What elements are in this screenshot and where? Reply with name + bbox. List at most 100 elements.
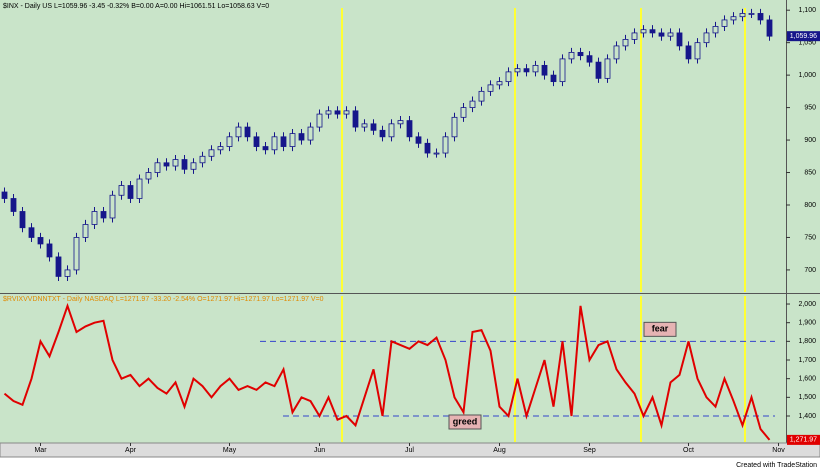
y-tick-label: 800 <box>804 202 816 209</box>
candle-body <box>163 162 170 167</box>
candle-body <box>523 68 530 73</box>
candle-body <box>136 178 143 199</box>
candle-body <box>325 110 332 115</box>
candle-body <box>199 155 206 164</box>
y-tick-label: 1,700 <box>798 357 816 364</box>
candle-body <box>496 81 503 86</box>
x-tick-label: Jul <box>405 447 414 454</box>
footer: Created with TradeStation <box>736 462 817 469</box>
reference-label-box <box>448 414 482 430</box>
candle-body <box>469 100 476 108</box>
candle-body <box>487 84 494 92</box>
background <box>0 0 820 443</box>
candle-body <box>766 19 773 37</box>
last-value-box <box>787 434 820 445</box>
candle-body <box>46 243 53 258</box>
y-tick-label: 1,500 <box>798 394 816 401</box>
last-value-label: 1,271.97 <box>790 437 817 444</box>
y-tick-label: 750 <box>804 234 816 241</box>
candle-body <box>253 136 260 147</box>
candle-body <box>100 211 107 219</box>
candle-body <box>424 142 431 154</box>
x-tick-label: Apr <box>125 447 137 454</box>
candle-body <box>568 52 575 60</box>
candle-body <box>154 162 161 173</box>
x-tick-label: Nov <box>772 447 785 454</box>
x-tick-label: Sep <box>583 447 596 454</box>
reference-label: greed <box>453 416 478 426</box>
candle-body <box>622 39 629 47</box>
candle-body <box>289 133 296 147</box>
candle-body <box>478 90 485 102</box>
y-tick-label: 850 <box>804 169 816 176</box>
candle-body <box>145 172 152 180</box>
markers <box>341 8 746 442</box>
last-value-label: 1,059.96 <box>790 33 817 40</box>
indicator-info: $RVIXVVDNNTXT - Daily NASDAQ L=1271.97 -… <box>3 296 324 303</box>
candle-body <box>235 126 242 138</box>
candle-body <box>244 126 251 138</box>
candle-body <box>406 120 413 138</box>
candle-body <box>298 133 305 141</box>
candle-body <box>280 136 287 147</box>
candle-body <box>676 32 683 47</box>
candle-body <box>343 110 350 115</box>
candle-body <box>1 191 8 199</box>
candle-body <box>433 152 440 155</box>
candle-body <box>685 45 692 60</box>
last-value-box <box>787 31 820 42</box>
candle-body <box>379 129 386 138</box>
candle-body <box>541 64 548 76</box>
x-tick-label: Aug <box>493 447 506 454</box>
candle-body <box>460 107 467 118</box>
candle-body <box>127 185 134 199</box>
candle-body <box>730 16 737 21</box>
candle-body <box>667 32 674 37</box>
candle-body <box>613 45 620 60</box>
candle-body <box>316 113 323 128</box>
y-tick-label: 1,000 <box>798 72 816 79</box>
candle-body <box>388 123 395 138</box>
candle-body <box>28 227 35 238</box>
candle-body <box>109 194 116 219</box>
y-tick-label: 900 <box>804 137 816 144</box>
candle-body <box>91 211 98 225</box>
price-info: $INX - Daily US L=1059.96 -3.45 -0.32% B… <box>3 3 269 10</box>
candle-body <box>271 136 278 151</box>
candle-body <box>712 26 719 34</box>
candle-body <box>397 120 404 125</box>
candle-body <box>640 29 647 34</box>
candle-body <box>739 13 746 18</box>
y-tick-label: 1,100 <box>798 7 816 14</box>
candle-body <box>334 110 341 115</box>
candle-body <box>55 256 62 277</box>
candle-body <box>262 146 269 151</box>
reference-label-box <box>643 321 677 337</box>
candle-body <box>748 13 755 15</box>
x-tick-label: Oct <box>683 447 694 454</box>
x-tick-label: Jun <box>314 447 325 454</box>
candle-body <box>181 159 188 170</box>
candle-body <box>514 68 521 73</box>
candle-body <box>37 237 44 245</box>
x-tick-label: May <box>223 447 237 454</box>
candle-body <box>190 162 197 170</box>
candle-body <box>442 136 449 154</box>
candle-body <box>658 32 665 37</box>
candle-body <box>631 32 638 40</box>
candle-body <box>226 136 233 147</box>
candle-body <box>451 116 458 138</box>
candle-body <box>73 237 80 271</box>
candle-body <box>577 52 584 57</box>
candle-body <box>595 61 602 79</box>
candle-body <box>532 64 539 73</box>
candle-body <box>352 110 359 128</box>
candle-body <box>64 269 71 277</box>
reference-label: fear <box>652 324 669 334</box>
candle-body <box>505 71 512 83</box>
y-tick-label: 950 <box>804 104 816 111</box>
candle-body <box>703 32 710 44</box>
candle-body <box>19 211 26 229</box>
